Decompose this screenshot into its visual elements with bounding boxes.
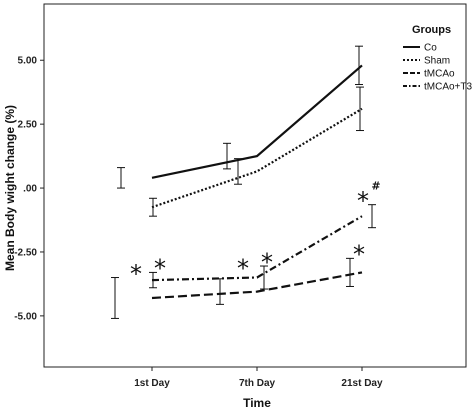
- plot-border: [43, 3, 467, 368]
- legend-label: Co: [424, 43, 437, 54]
- x-tick-label: 1st Day: [134, 378, 170, 389]
- x-tick-label: 21st Day: [341, 378, 383, 389]
- significance-star: *: [130, 260, 142, 288]
- significance-star: *: [154, 255, 166, 283]
- hash-annotation: #: [371, 179, 380, 192]
- significance-star: *: [237, 255, 249, 283]
- y-axis-ticks: 5.00 2.50 .00 -2.50 -5.00: [14, 56, 44, 322]
- significance-star: *: [353, 241, 365, 269]
- x-axis-ticks: 1st Day 7th Day 21st Day: [134, 367, 383, 389]
- y-tick-label: -5.00: [14, 311, 37, 322]
- series-line-sham: [151, 107, 363, 209]
- x-tick-label: 7th Day: [239, 378, 276, 389]
- plot-frame: [43, 3, 467, 368]
- series-line-tmcao-t3: [151, 215, 363, 282]
- y-tick-label: .00: [23, 184, 37, 195]
- significance-star: *: [261, 248, 273, 276]
- legend-label: Sham: [424, 56, 450, 67]
- legend-label: tMCAo+T3: [424, 82, 472, 93]
- legend: Groups Co Sham tMCAo tMCAo+T3: [403, 24, 472, 93]
- y-tick-label: 5.00: [18, 56, 38, 67]
- y-tick-label: 2.50: [18, 120, 38, 131]
- series-line-tmcao: [151, 271, 363, 300]
- error-bars: [111, 45, 376, 319]
- x-axis-title: Time: [243, 396, 271, 410]
- significance-star: *: [357, 187, 369, 215]
- significance-annotations: * * * * **#: [130, 179, 381, 288]
- legend-title: Groups: [412, 24, 451, 36]
- legend-label: tMCAo: [424, 69, 455, 80]
- series-line-co: [151, 64, 363, 179]
- y-tick-label: -2.50: [14, 247, 37, 258]
- y-axis-title: Mean Body wight change (%): [3, 105, 17, 271]
- series-lines: [151, 64, 363, 300]
